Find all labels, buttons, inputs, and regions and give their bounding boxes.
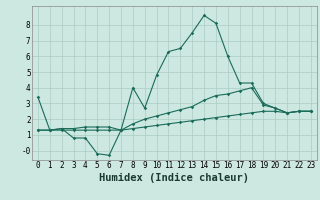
X-axis label: Humidex (Indice chaleur): Humidex (Indice chaleur) xyxy=(100,173,249,183)
